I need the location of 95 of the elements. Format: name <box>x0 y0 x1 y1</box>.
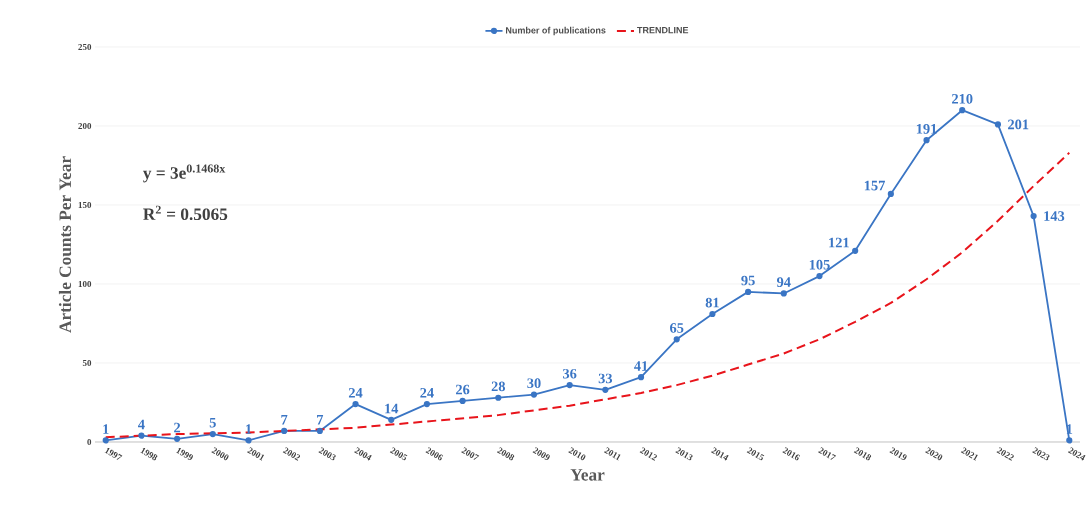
point <box>352 400 359 408</box>
data-label: 36 <box>563 368 577 379</box>
data-label: 201 <box>1008 119 1029 130</box>
x-tick-label: 2010 <box>568 447 586 461</box>
point <box>459 397 466 405</box>
x-tick-label: 2016 <box>782 447 801 461</box>
x-axis-title: Year <box>570 469 605 481</box>
data-label: 121 <box>829 237 849 248</box>
x-tick-label: 2011 <box>603 447 621 461</box>
y-tick-label: 100 <box>78 280 92 288</box>
data-label: 65 <box>670 323 684 333</box>
point <box>245 437 252 444</box>
data-label: 28 <box>491 381 506 392</box>
data-label: 7 <box>281 414 288 425</box>
data-label: 210 <box>952 93 973 104</box>
legend-label: TRENDLINE <box>637 27 689 34</box>
point <box>994 121 1002 128</box>
x-tick-label: 2007 <box>461 447 480 460</box>
data-label: 14 <box>385 403 399 414</box>
data-label: 94 <box>776 277 791 287</box>
y-tick-label: 200 <box>78 122 92 130</box>
x-tick-label: 2001 <box>247 447 265 461</box>
x-tick-label: 2021 <box>960 447 978 461</box>
point <box>673 336 680 343</box>
data-label: 24 <box>348 388 363 398</box>
data-label: 41 <box>634 361 648 371</box>
x-tick-label: 2002 <box>282 447 301 461</box>
data-label: 5 <box>209 417 216 428</box>
point <box>709 310 716 318</box>
x-tick-label: 2017 <box>818 447 837 460</box>
point <box>816 272 823 280</box>
data-label: 4 <box>138 419 145 430</box>
x-tick-label: 2018 <box>853 447 872 461</box>
x-tick-label: 2022 <box>996 447 1014 461</box>
data-label: 7 <box>317 414 324 425</box>
x-tick-label: 2009 <box>532 447 550 461</box>
x-tick-label: 2020 <box>925 447 943 461</box>
legend-label: Number of publications <box>506 26 606 36</box>
point <box>745 288 752 295</box>
point <box>388 416 395 423</box>
point <box>173 435 181 442</box>
x-tick-label: 2013 <box>675 447 693 461</box>
point <box>495 394 502 401</box>
point <box>530 391 538 398</box>
data-label: 143 <box>1044 211 1065 221</box>
x-tick-label: 2014 <box>711 447 729 461</box>
point <box>138 432 145 439</box>
x-tick-label: 2008 <box>496 447 515 461</box>
y-tick-label: 150 <box>78 201 92 209</box>
y-tick-label: 250 <box>78 43 92 51</box>
point <box>887 190 894 198</box>
x-tick-label: 2000 <box>211 447 229 461</box>
point <box>281 427 288 435</box>
point <box>102 437 109 444</box>
data-label: 191 <box>916 124 937 134</box>
y-tick-label: 50 <box>82 359 92 367</box>
x-tick-label: 2005 <box>389 447 408 461</box>
point <box>959 107 966 114</box>
point <box>566 382 573 389</box>
point <box>637 374 645 381</box>
data-label: 26 <box>456 384 470 395</box>
data-label: 24 <box>420 388 434 398</box>
x-tick-label: 1997 <box>104 448 123 460</box>
data-label: 157 <box>864 180 885 191</box>
point <box>852 247 859 254</box>
x-tick-label: 2004 <box>354 447 372 461</box>
x-tick-label: 1999 <box>176 448 193 461</box>
data-label: 1 <box>1066 424 1073 434</box>
data-label: 95 <box>741 275 755 286</box>
y-tick-label: 0 <box>87 438 92 446</box>
data-label: 2 <box>174 422 181 433</box>
data-label: 33 <box>598 373 613 384</box>
x-tick-label: 1998 <box>140 448 158 461</box>
x-tick-label: 2006 <box>425 447 444 461</box>
x-tick-label: 2023 <box>1032 447 1050 461</box>
x-tick-label: 2003 <box>318 447 336 461</box>
x-tick-label: 2019 <box>889 447 907 461</box>
point <box>1066 437 1073 444</box>
x-tick-label: 2012 <box>639 447 657 461</box>
point <box>1030 212 1037 220</box>
data-label: 1 <box>103 424 109 434</box>
x-tick-label: 2015 <box>746 447 765 461</box>
x-tick-label: 2024 <box>1067 447 1086 461</box>
data-label: 105 <box>809 259 830 270</box>
point <box>316 427 323 435</box>
data-label: 81 <box>705 297 719 308</box>
point <box>423 400 431 408</box>
annotation: R$^{2}$ = 0.5065 <box>143 205 228 221</box>
y-axis-title: Article Counts Per Year <box>58 156 72 333</box>
point <box>602 386 609 393</box>
data-label: 30 <box>527 378 541 389</box>
point <box>923 137 930 144</box>
annotation: y = 3e$^{0.1468x}$ <box>143 164 226 183</box>
point <box>780 290 787 297</box>
point <box>209 430 216 438</box>
